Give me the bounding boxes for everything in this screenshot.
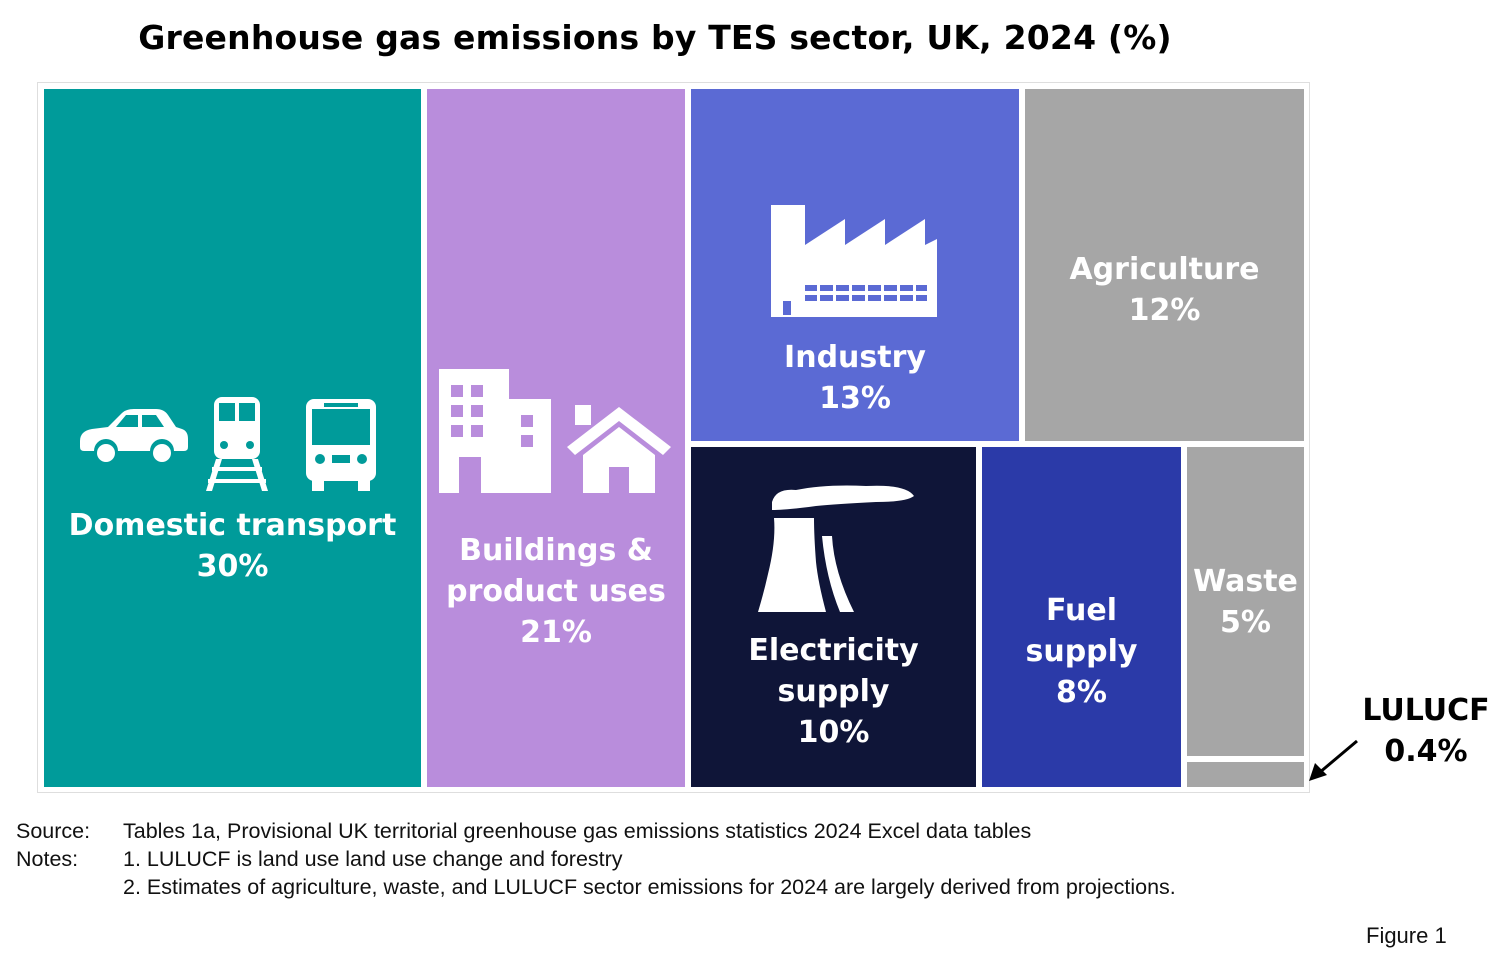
source-text: Tables 1a, Provisional UK territorial gr…	[123, 819, 1032, 843]
notes-row-2: 2. Estimates of agriculture, waste, and …	[16, 873, 1176, 901]
tile-label-electricity-supply: Electricity supply 10%	[691, 630, 976, 753]
note-2: 2. Estimates of agriculture, waste, and …	[123, 875, 1176, 899]
tile-label-domestic-transport: Domestic transport 30%	[44, 505, 421, 587]
lulucf-callout-name: LULUCF	[1362, 693, 1490, 728]
tile-name-line: product uses	[446, 574, 666, 609]
tile-value: 8%	[1056, 675, 1107, 710]
house-icon	[567, 405, 671, 493]
source-label: Source:	[16, 819, 91, 843]
bus-icon	[306, 399, 376, 491]
tile-name-line: supply	[777, 674, 890, 709]
car-icon	[80, 409, 188, 462]
tile-value: 12%	[1128, 293, 1201, 328]
notes-block: Source: Tables 1a, Provisional UK territ…	[16, 817, 1176, 901]
tile-waste: Waste 5%	[1187, 447, 1304, 756]
office-building-icon	[439, 369, 551, 493]
arrow-icon	[1309, 739, 1358, 781]
tile-value: 21%	[520, 615, 592, 650]
tile-electricity-supply: Electricity supply 10%	[691, 447, 976, 787]
tile-name-line: Agriculture	[1069, 252, 1260, 287]
notes-row: Notes: 1. LULUCF is land use land use ch…	[16, 845, 1176, 873]
tile-name-line: Buildings &	[459, 533, 653, 568]
tile-label-industry: Industry 13%	[691, 337, 1019, 419]
treemap-frame	[37, 82, 1310, 793]
tile-name-line: Electricity	[748, 633, 919, 668]
chart-title: Greenhouse gas emissions by TES sector, …	[138, 18, 1172, 57]
tile-name-line: supply	[1025, 634, 1138, 669]
tile-value: 13%	[819, 381, 891, 416]
note-1: 1. LULUCF is land use land use change an…	[123, 847, 623, 871]
lulucf-callout-value: 0.4%	[1384, 734, 1468, 769]
notes-label: Notes:	[16, 847, 79, 871]
buildings-icons	[439, 369, 671, 493]
tile-value: 10%	[797, 715, 870, 750]
lulucf-callout: LULUCF 0.4%	[1356, 690, 1496, 772]
tile-label-waste: Waste 5%	[1187, 561, 1304, 643]
tile-value: 30%	[196, 549, 269, 584]
tile-value: 5%	[1220, 605, 1271, 640]
tile-label-agriculture: Agriculture 12%	[1025, 249, 1304, 331]
source-row: Source: Tables 1a, Provisional UK territ…	[16, 817, 1176, 845]
tile-name-line: Waste	[1193, 564, 1298, 599]
tile-name-line: Industry	[784, 340, 926, 375]
figure-label: Figure 1	[1366, 923, 1447, 948]
factory-icon	[771, 205, 937, 317]
train-icon	[206, 397, 268, 491]
tile-lulucf	[1187, 762, 1304, 787]
tile-label-buildings-product-uses: Buildings & product uses 21%	[427, 530, 685, 653]
tile-fuel-supply: Fuel supply 8%	[982, 447, 1181, 787]
tile-name-line: Domestic transport	[68, 508, 397, 543]
power-station-icon	[758, 485, 914, 612]
tile-agriculture: Agriculture 12%	[1025, 89, 1304, 441]
tile-label-fuel-supply: Fuel supply 8%	[982, 590, 1181, 713]
transport-icons	[80, 397, 376, 491]
tile-name-line: Fuel	[1046, 593, 1117, 628]
